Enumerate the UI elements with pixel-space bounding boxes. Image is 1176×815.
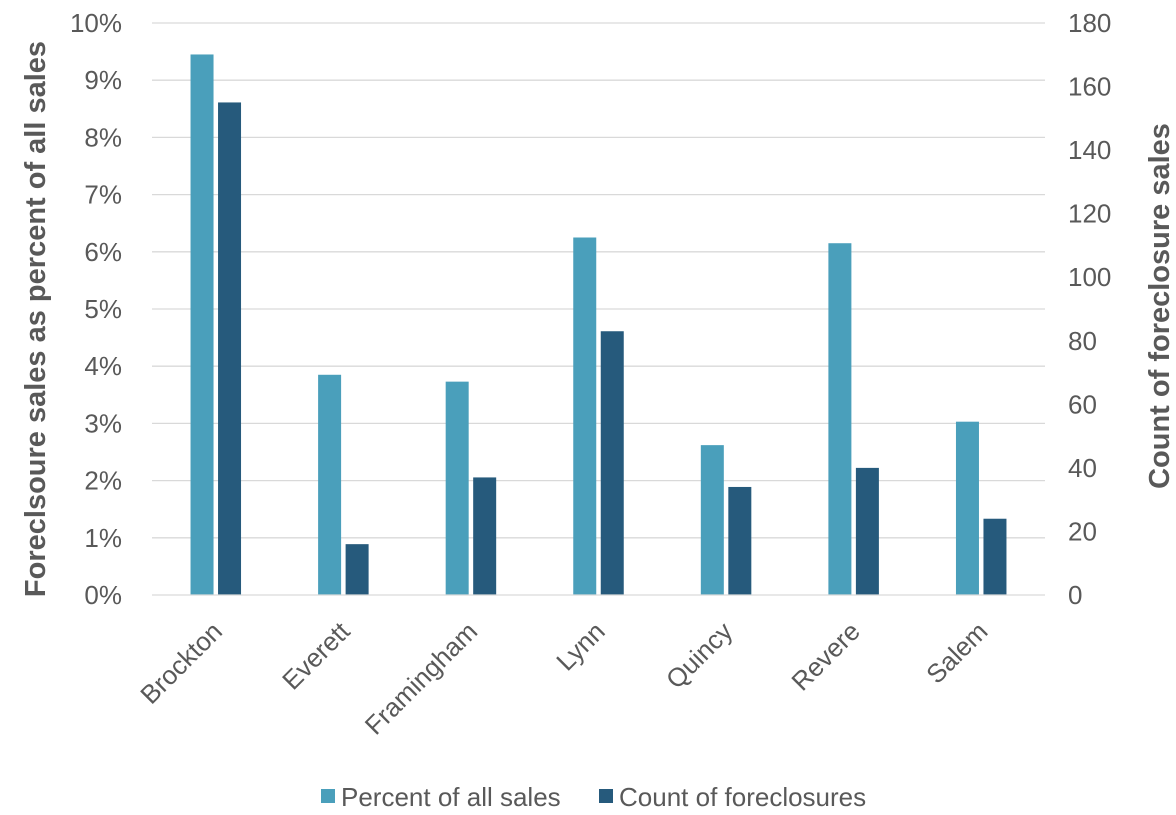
bar-count-of-foreclosures bbox=[218, 102, 242, 595]
left-axis-ticks: 0% 1% 2% 3% 4% 5% 6% 7% 8% 9% 10% bbox=[70, 8, 122, 610]
category-label: Revere bbox=[785, 616, 865, 696]
left-tick-label: 7% bbox=[84, 180, 122, 210]
category-label: Brockton bbox=[134, 616, 228, 710]
left-axis-title: Foreclsoure sales as percent of all sale… bbox=[20, 41, 52, 597]
right-tick-label: 20 bbox=[1068, 516, 1097, 546]
left-tick-label: 0% bbox=[84, 580, 122, 610]
left-tick-label: 1% bbox=[84, 523, 122, 553]
category-label: Salem bbox=[920, 616, 993, 689]
legend-swatch-count-of-foreclosures bbox=[599, 789, 613, 803]
category-labels: Brockton Everett Framingham Lynn Quincy Rever… bbox=[134, 615, 993, 740]
bar-count-of-foreclosures bbox=[855, 467, 879, 595]
legend-label-percent-of-all-sales: Percent of all sales bbox=[341, 782, 561, 810]
bar-percent-of-all-sales bbox=[573, 237, 597, 595]
right-tick-label: 60 bbox=[1068, 389, 1097, 419]
right-axis-ticks: 0 20 40 60 80 100 120 140 160 180 bbox=[1068, 8, 1111, 610]
legend-swatch-percent-of-all-sales bbox=[321, 789, 335, 803]
bar-count-of-foreclosures bbox=[345, 544, 369, 595]
bar-percent-of-all-sales bbox=[828, 243, 852, 595]
left-tick-label: 4% bbox=[84, 351, 122, 381]
bar-percent-of-all-sales bbox=[445, 381, 469, 595]
bars bbox=[190, 54, 1007, 595]
right-tick-label: 100 bbox=[1068, 262, 1111, 292]
bar-count-of-foreclosures bbox=[473, 477, 497, 595]
bar-count-of-foreclosures bbox=[983, 518, 1007, 595]
bar-count-of-foreclosures bbox=[600, 331, 624, 595]
left-tick-label: 6% bbox=[84, 237, 122, 267]
left-tick-label: 5% bbox=[84, 294, 122, 324]
bar-percent-of-all-sales bbox=[318, 374, 342, 595]
left-tick-label: 3% bbox=[84, 408, 122, 438]
right-tick-label: 140 bbox=[1068, 135, 1111, 165]
left-tick-label: 9% bbox=[84, 65, 122, 95]
category-label: Everett bbox=[276, 615, 356, 695]
bar-percent-of-all-sales bbox=[190, 54, 214, 595]
right-axis-title: Count of foreclosure sales bbox=[1144, 123, 1176, 489]
right-tick-label: 0 bbox=[1068, 580, 1082, 610]
bar-percent-of-all-sales bbox=[955, 421, 979, 595]
category-label: Quincy bbox=[660, 616, 738, 694]
left-tick-label: 2% bbox=[84, 466, 122, 496]
bar-percent-of-all-sales bbox=[700, 445, 724, 595]
left-tick-label: 10% bbox=[70, 8, 122, 38]
left-tick-label: 8% bbox=[84, 122, 122, 152]
gridlines bbox=[152, 22, 1045, 539]
right-tick-label: 180 bbox=[1068, 8, 1111, 38]
category-label: Lynn bbox=[550, 616, 610, 676]
right-tick-label: 80 bbox=[1068, 326, 1097, 356]
bar-count-of-foreclosures bbox=[728, 486, 752, 595]
legend: Percent of all sales Count of foreclosure… bbox=[321, 782, 866, 812]
category-label: Framingham bbox=[359, 616, 483, 740]
right-tick-label: 160 bbox=[1068, 72, 1111, 102]
right-tick-label: 40 bbox=[1068, 453, 1097, 483]
legend-label-count-of-foreclosures: Count of foreclosures bbox=[619, 782, 866, 810]
right-tick-label: 120 bbox=[1068, 199, 1111, 229]
